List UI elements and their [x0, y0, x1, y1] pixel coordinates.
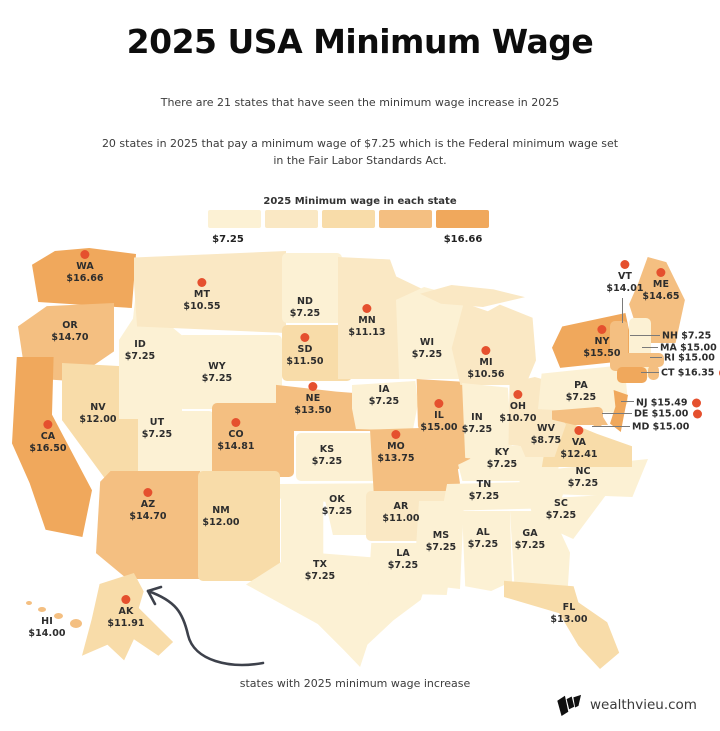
increase-arrow-icon — [146, 585, 265, 667]
state-IA — [352, 381, 418, 431]
callout-text: CT $16.35 — [661, 367, 715, 379]
callout-MA: MA $15.00 — [660, 343, 717, 354]
annotation-label: states with 2025 minimum wage increase — [239, 677, 471, 690]
increase-dot-VT — [620, 260, 630, 269]
callout-leader-MA — [642, 347, 658, 349]
state-FL — [504, 580, 620, 669]
callout-NH: NH $7.25 — [662, 331, 711, 342]
increase-dot-DE — [693, 409, 703, 419]
state-label-HI: HI $14.00 — [28, 616, 65, 640]
brand-footer: wealthvieu.com — [556, 694, 697, 716]
brand-name: wealthvieu.com — [590, 697, 697, 713]
state-MI — [451, 303, 536, 385]
callout-MD: MD $15.00 — [632, 422, 689, 433]
increase-dot-NJ — [692, 398, 702, 408]
hawaii-island — [38, 607, 46, 612]
callout-leader-DE — [602, 413, 632, 415]
state-MS — [414, 501, 464, 589]
state-CT — [617, 367, 647, 383]
state-MA — [616, 353, 664, 367]
state-MT — [134, 251, 286, 333]
state-AL — [462, 511, 512, 591]
callout-leader-CT — [641, 372, 659, 374]
callout-text: RI $15.00 — [664, 352, 715, 364]
state-abbr: VT — [617, 271, 633, 282]
usa-map: WA $16.66 OR $14.70 CA $16.50 NV $12.00 ID $7.25 M… — [0, 245, 720, 685]
legend-swatch — [208, 210, 261, 228]
hawaii-island — [26, 601, 32, 605]
state-WA — [32, 248, 136, 308]
legend-swatch — [265, 210, 318, 228]
callout-NJ: NJ $15.49 — [636, 397, 702, 409]
state-abbr: HI — [41, 616, 53, 627]
w-logo-icon — [557, 694, 581, 716]
legend-swatch — [322, 210, 375, 228]
callout-leader-NH — [630, 335, 660, 337]
callout-RI: RI $15.00 — [664, 353, 720, 364]
hawaii-island — [54, 613, 63, 619]
legend-max-label: $16.66 — [443, 234, 483, 245]
state-MD — [552, 407, 608, 425]
callout-text: MD $15.00 — [632, 421, 690, 433]
state-wage-value: $14.00 — [28, 628, 66, 639]
callout-DE: DE $15.00 — [634, 408, 703, 420]
callout-leader-MD — [592, 426, 630, 428]
legend-swatch — [436, 210, 489, 228]
state-ND — [282, 253, 342, 323]
legend-swatch — [379, 210, 432, 228]
subtitle-1: There are 21 states that have seen the m… — [160, 96, 560, 109]
state-KS — [296, 433, 380, 481]
callout-leader-RI — [650, 357, 662, 359]
state-NM — [198, 471, 280, 581]
state-PA — [538, 365, 628, 413]
callout-text: MA $15.00 — [660, 342, 717, 354]
state-AZ — [96, 471, 200, 579]
callout-CT: CT $16.35 — [661, 368, 720, 379]
legend-title: 2025 Minimum wage in each state — [263, 196, 457, 207]
legend-swatches — [208, 210, 489, 228]
callout-leader-NJ — [621, 401, 634, 403]
state-WY — [178, 335, 282, 409]
callout-text: NH $7.25 — [662, 330, 712, 342]
callout-text: NJ $15.49 — [636, 397, 688, 409]
legend-min-label: $7.25 — [212, 234, 244, 245]
vt-leader-line — [622, 298, 624, 323]
callout-text: DE $15.00 — [634, 408, 689, 420]
page-title: 2025 USA Minimum Wage — [126, 22, 594, 61]
hawaii-island — [70, 619, 82, 628]
subtitle-2: 20 states in 2025 that pay a minimum wag… — [101, 137, 619, 167]
